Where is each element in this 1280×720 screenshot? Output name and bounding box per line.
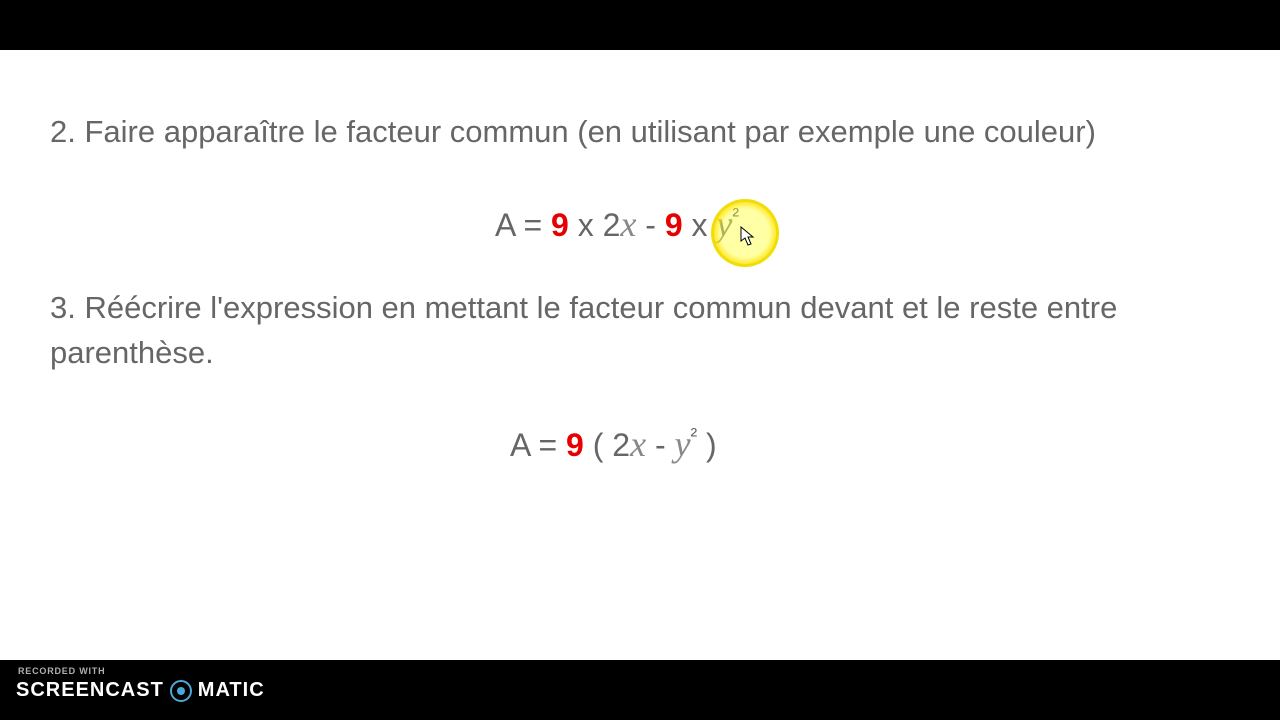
equation-2: A = 9 ( 2x - y² ) xyxy=(510,423,717,465)
eq1-mid2: - xyxy=(636,207,664,243)
watermark-recorded-with: RECORDED WITH xyxy=(18,666,105,676)
eq1-prefix: A = xyxy=(495,207,551,243)
watermark-brand-right: MATIC xyxy=(198,679,265,702)
eq2-factor: 9 xyxy=(566,427,584,463)
eq2-prefix: A = xyxy=(510,427,566,463)
step-3-instruction: 3. Réécrire l'expression en mettant le f… xyxy=(50,286,1230,376)
eq2-exponent: ² xyxy=(690,425,697,447)
eq1-factor-1: 9 xyxy=(551,207,569,243)
eq1-mid1: x 2 xyxy=(569,207,621,243)
slide-content: 2. Faire apparaître le facteur commun (e… xyxy=(0,50,1280,660)
cursor-pointer-icon xyxy=(740,226,758,248)
eq2-close: ) xyxy=(697,427,717,463)
eq1-var-x: x xyxy=(620,204,636,244)
eq1-factor-2: 9 xyxy=(665,207,683,243)
eq2-open: ( 2 xyxy=(584,427,630,463)
watermark-logo-icon xyxy=(170,680,192,702)
watermark-brand: SCREENCAST MATIC xyxy=(16,679,265,702)
eq2-var-y: y xyxy=(675,424,691,464)
step-2-instruction: 2. Faire apparaître le facteur commun (e… xyxy=(50,110,1230,155)
equation-1: A = 9 x 2x - 9 x y² xyxy=(495,203,739,245)
watermark-brand-left: SCREENCAST xyxy=(16,679,164,702)
eq1-mid3: x xyxy=(683,207,717,243)
eq2-mid: - xyxy=(646,427,674,463)
eq1-var-y: y xyxy=(716,204,732,244)
eq2-var-x: x xyxy=(630,424,646,464)
eq1-exponent: ² xyxy=(732,205,739,227)
